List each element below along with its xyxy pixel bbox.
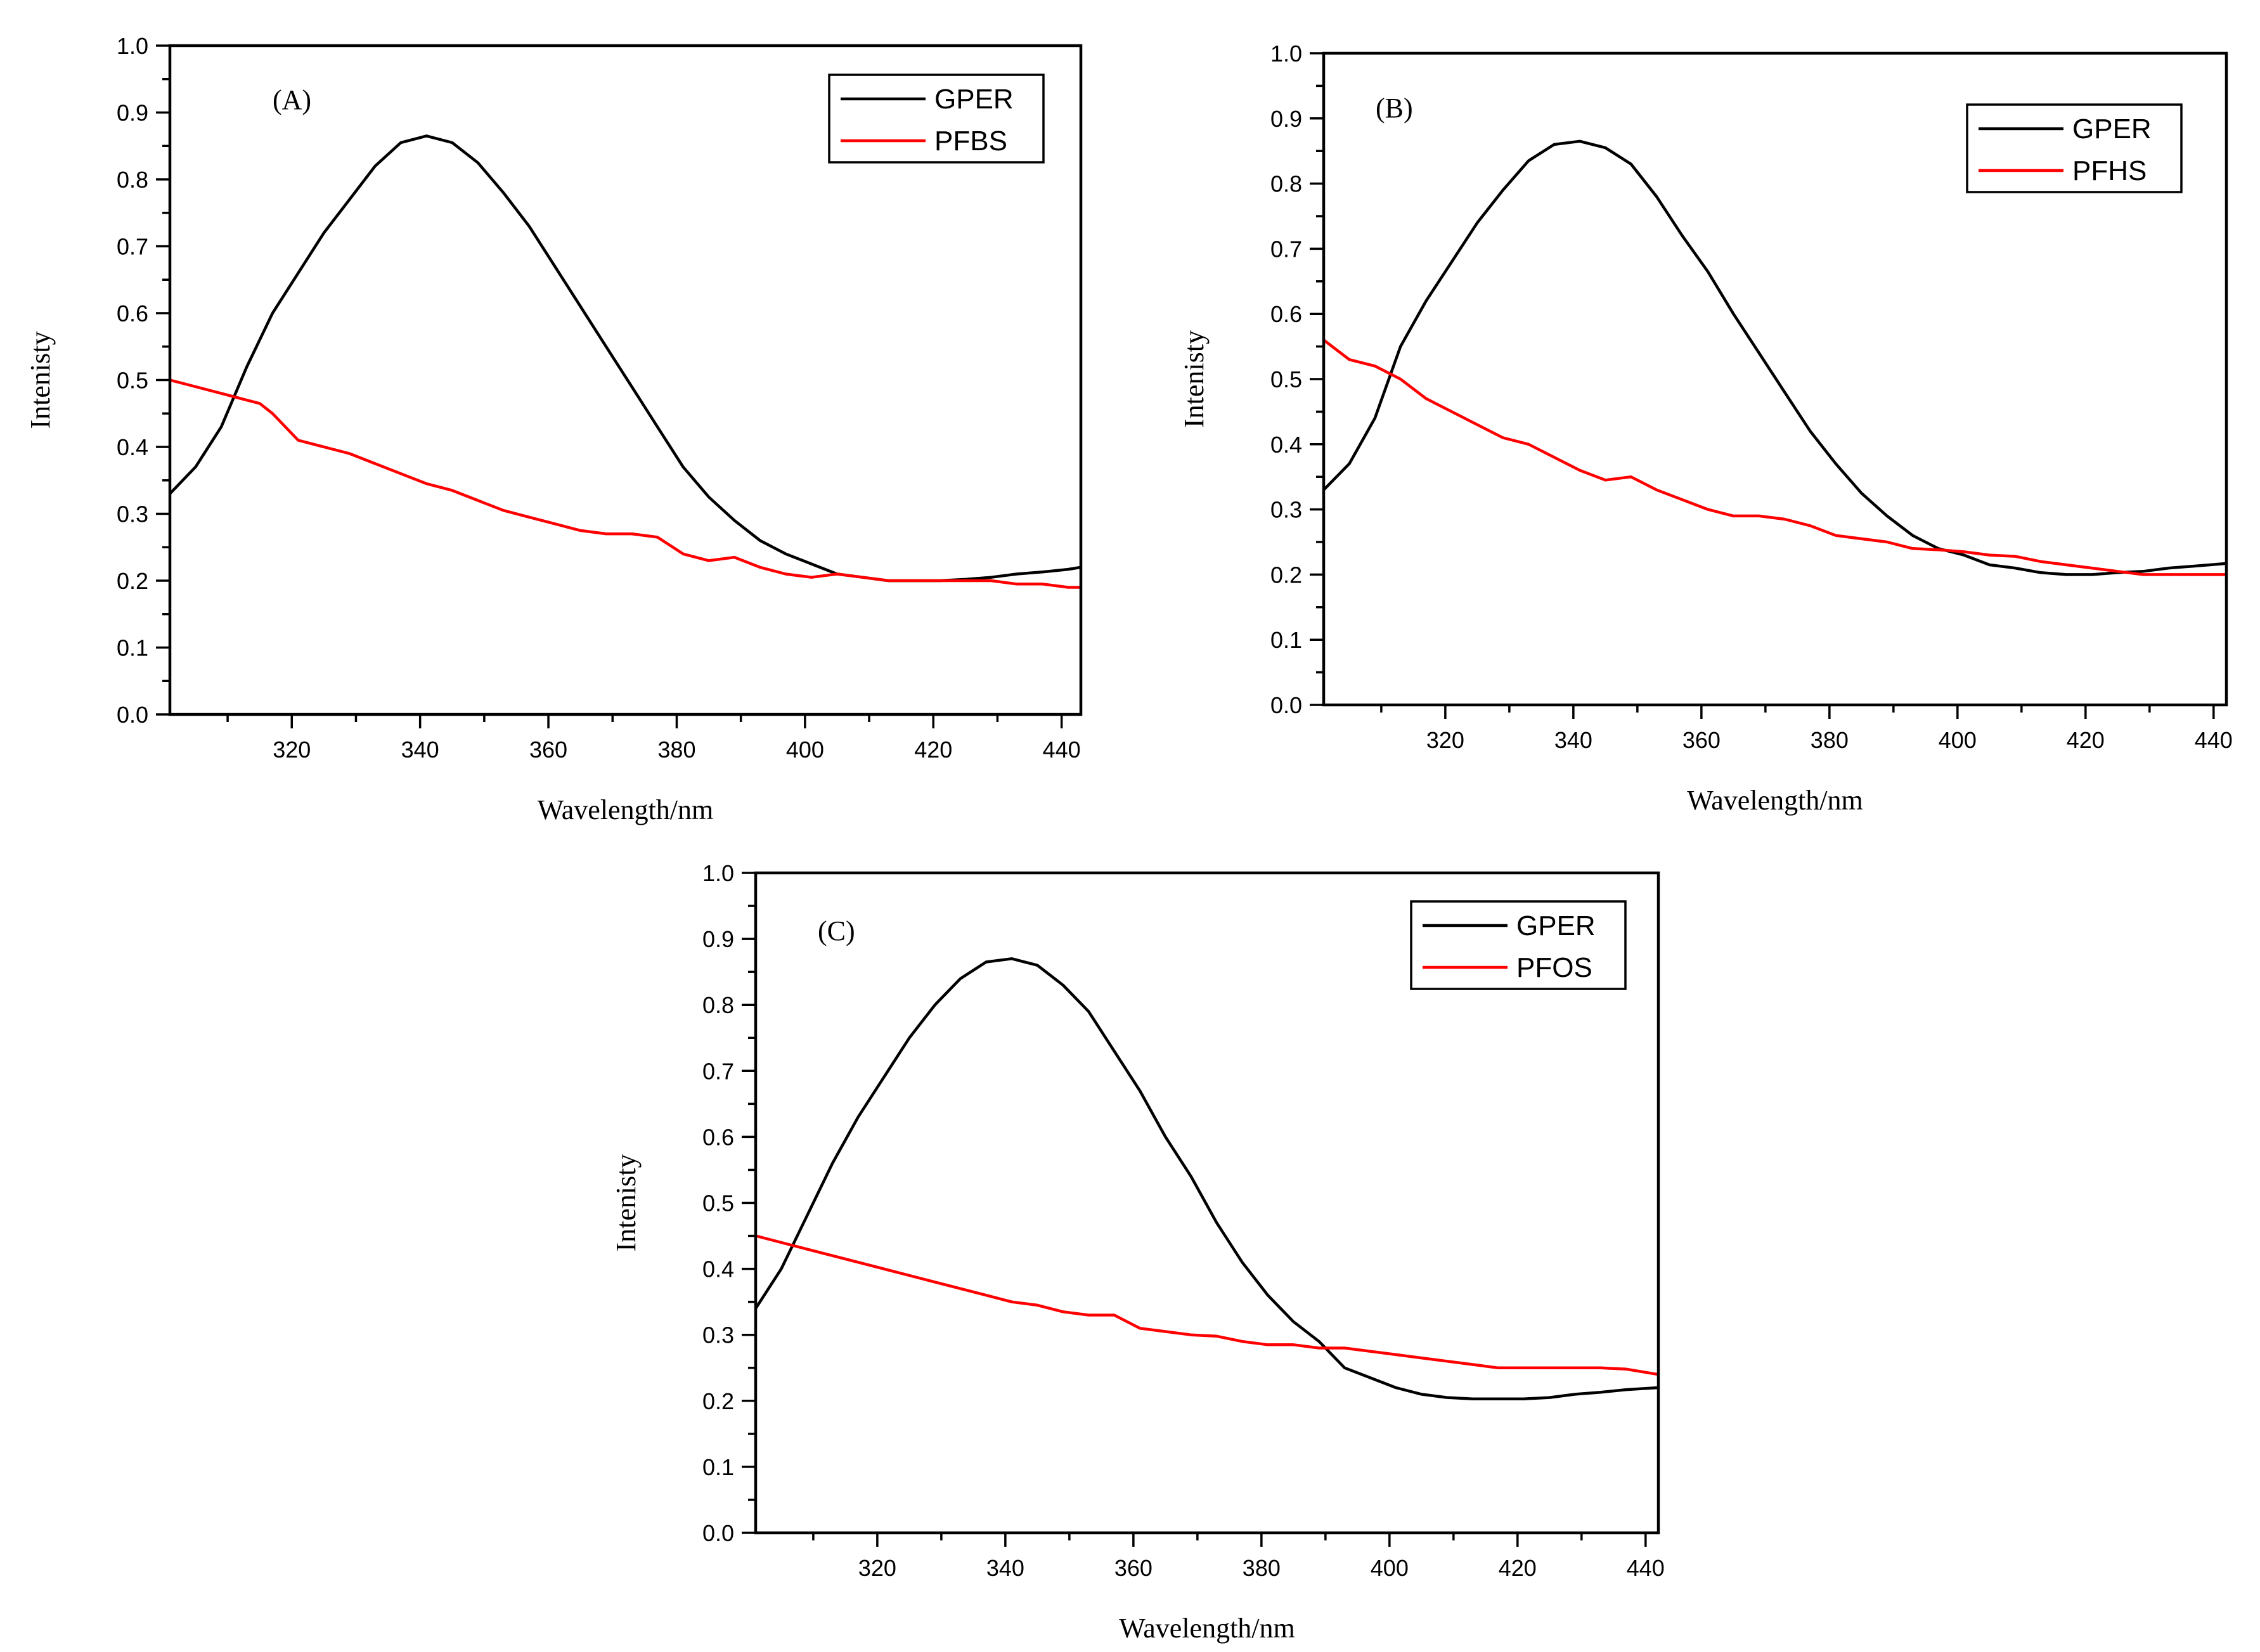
legend-box [1410, 900, 1627, 990]
x-tick-label: 320 [858, 1555, 896, 1581]
legend-label: PFOS [1516, 952, 1592, 983]
y-tick-label: 0.0 [117, 702, 148, 728]
legend-label: GPER [1516, 910, 1596, 941]
y-tick-label: 0.8 [702, 992, 734, 1018]
y-tick-label: 0.4 [1270, 432, 1302, 458]
x-axis-title: Wavelength/nm [1119, 1613, 1295, 1644]
legend-box [828, 74, 1045, 164]
x-tick-label: 360 [529, 737, 567, 763]
x-tick-label: 320 [273, 737, 311, 763]
y-tick-label: 0.7 [117, 234, 148, 260]
x-tick-label: 420 [1499, 1555, 1537, 1581]
chart-panel-1: 0.0 0.1 0.2 0.3 0.4 0.5 0.6 0.7 0.8 0.9 1.0 320 340 3… [1178, 41, 2233, 816]
x-axis-title: Wavelength/nm [1687, 785, 1863, 816]
chart-panel-0: 0.0 0.1 0.2 0.3 0.4 0.5 0.6 0.7 0.8 0.9 1.0 320 340 3… [25, 33, 1083, 825]
y-tick-label: 0.5 [1270, 366, 1302, 392]
y-axis-title: Intenisty [25, 332, 56, 429]
series-line-pfhs [1322, 339, 2226, 576]
x-tick-label: 420 [914, 737, 952, 763]
legend: GPER PFBS [828, 74, 1045, 164]
y-tick-label: 0.3 [702, 1322, 734, 1348]
plot-frame [1322, 51, 2228, 707]
x-axis-title: Wavelength/nm [538, 794, 714, 825]
x-tick-label: 340 [401, 737, 439, 763]
panel-label: (C) [818, 915, 855, 946]
panel-label: (A) [273, 84, 311, 115]
x-tick-label: 400 [1939, 727, 1977, 753]
y-tick-label: 0.9 [702, 926, 734, 952]
x-tick-label: 360 [1682, 727, 1721, 753]
plot-frame [754, 871, 1660, 1535]
y-tick-label: 0.2 [702, 1388, 734, 1414]
chart-panel-2: 0.0 0.1 0.2 0.3 0.4 0.5 0.6 0.7 0.8 0.9 1.0 320 340 3… [610, 860, 1665, 1644]
x-tick-label: 380 [1243, 1555, 1281, 1581]
x-tick-label: 380 [657, 737, 695, 763]
y-tick-label: 0.1 [702, 1454, 734, 1480]
y-tick-label: 0.7 [702, 1058, 734, 1084]
y-tick-label: 1.0 [702, 860, 734, 886]
series-line-gper [1322, 139, 2227, 576]
legend: GPER PFHS [1966, 103, 2183, 193]
legend-label: GPER [934, 84, 1014, 115]
y-tick-label: 0.3 [117, 501, 148, 527]
y-tick-label: 1.0 [1270, 41, 1302, 67]
y-axis-title: Intenisty [1178, 330, 1210, 428]
x-tick-label: 360 [1114, 1555, 1153, 1581]
y-tick-label: 0.6 [702, 1124, 734, 1150]
x-tick-label: 400 [1371, 1555, 1409, 1581]
y-tick-label: 0.5 [117, 368, 148, 394]
y-tick-label: 0.4 [702, 1256, 734, 1282]
x-tick-label: 320 [1426, 727, 1464, 753]
y-tick-label: 0.7 [1270, 236, 1302, 262]
x-tick-label: 340 [1554, 727, 1592, 753]
panel-label: (B) [1376, 93, 1413, 124]
y-tick-label: 0.2 [117, 568, 148, 594]
y-tick-label: 0.9 [117, 100, 148, 126]
y-tick-label: 0.2 [1270, 562, 1302, 588]
x-tick-label: 420 [2067, 727, 2105, 753]
series-line-pfos [755, 1234, 1659, 1376]
y-tick-label: 0.8 [117, 167, 148, 193]
x-tick-label: 440 [2195, 727, 2233, 753]
y-axis-title: Intenisty [610, 1154, 642, 1252]
y-tick-label: 0.5 [702, 1191, 734, 1216]
y-tick-label: 0.6 [1270, 301, 1302, 327]
y-tick-label: 0.8 [1270, 171, 1302, 197]
plot-frame [168, 44, 1083, 716]
y-tick-label: 0.0 [1270, 692, 1302, 718]
y-tick-label: 0.0 [702, 1520, 734, 1546]
y-tick-label: 1.0 [117, 33, 148, 59]
y-tick-label: 0.3 [1270, 497, 1302, 523]
x-tick-label: 380 [1811, 727, 1849, 753]
y-tick-label: 0.1 [1270, 627, 1302, 653]
y-tick-label: 0.4 [117, 434, 148, 460]
legend: GPER PFOS [1410, 900, 1627, 990]
y-tick-label: 0.1 [117, 635, 148, 661]
x-tick-label: 440 [1627, 1555, 1665, 1581]
x-tick-label: 400 [786, 737, 824, 763]
x-tick-label: 340 [986, 1555, 1024, 1581]
legend-label: GPER [2072, 113, 2152, 145]
x-tick-label: 440 [1043, 737, 1081, 763]
series-line-pfbs [169, 378, 1081, 589]
y-tick-label: 0.9 [1270, 106, 1302, 132]
legend-label: PFBS [934, 126, 1007, 157]
y-tick-label: 0.6 [117, 300, 148, 326]
legend-label: PFHS [2072, 155, 2147, 186]
series-line-gper [169, 134, 1082, 583]
legend-box [1966, 103, 2183, 193]
series-line-gper [754, 957, 1659, 1400]
